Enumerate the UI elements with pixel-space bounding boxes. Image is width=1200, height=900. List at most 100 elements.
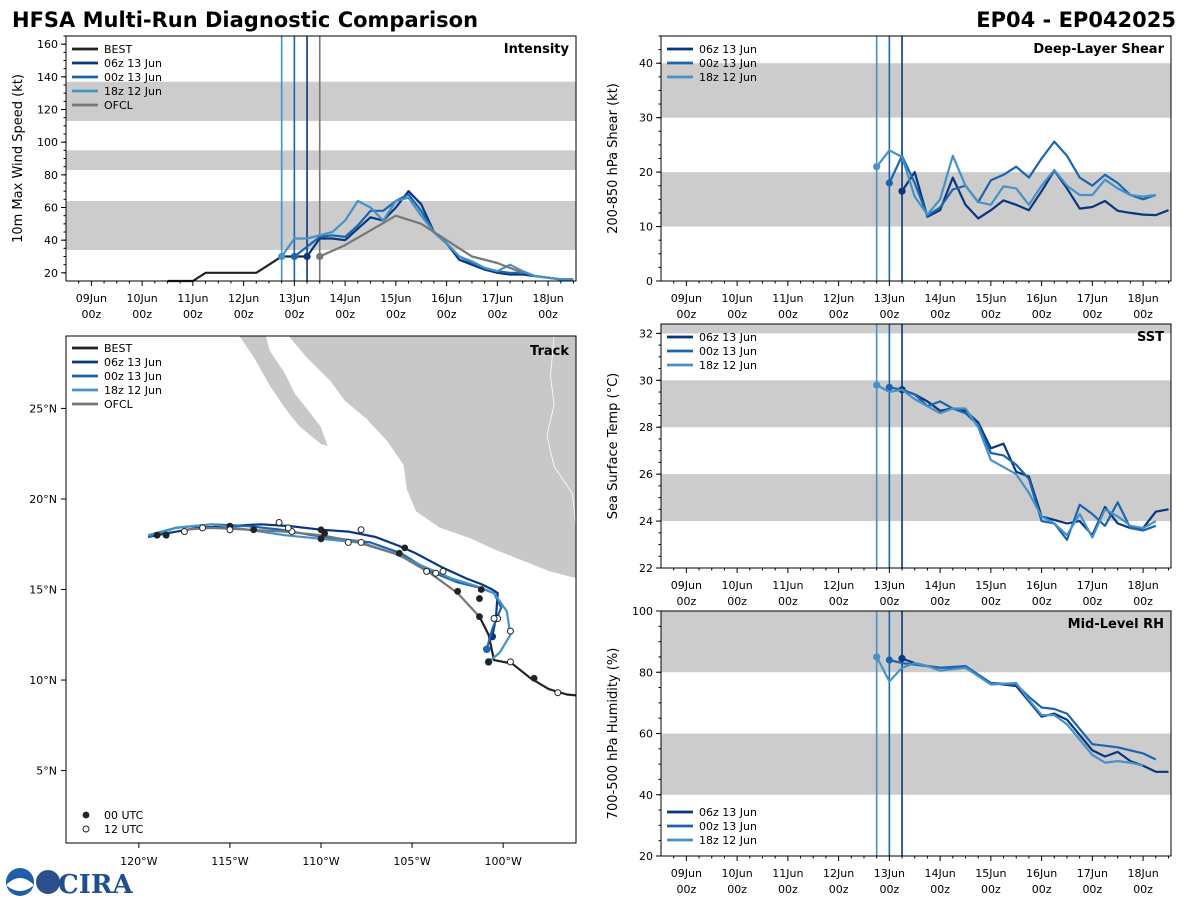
shear-xtick-sublabel: 00z xyxy=(879,308,899,321)
track-point-12utc xyxy=(357,526,365,534)
track-legend-label: 06z 13 Jun xyxy=(104,356,162,369)
intensity-xtick-label: 09Jun xyxy=(76,292,107,305)
intensity-xtick-label: 17Jun xyxy=(482,292,513,305)
shear-panel: 0 10 20 30 40 09Jun 00z 10Jun 00z 11Jun 00z 12Jun 00… xyxy=(606,35,1172,321)
rh-xtick-sublabel: 00z xyxy=(1082,883,1102,896)
rh-panel-title: Mid-Level RH xyxy=(1068,617,1164,632)
shear-xtick-label: 09Jun xyxy=(671,292,702,305)
rh-panel: 20 40 60 80 100 09Jun 00z 10Jun 00z 11Jun 00z 12Jun… xyxy=(606,605,1172,896)
sst-xtick-label: 11Jun xyxy=(772,579,803,592)
intensity-legend-label: 18z 12 Jun xyxy=(104,85,162,98)
track-xtick-label: 115°W xyxy=(211,855,248,868)
intensity-xtick-sublabel: 00z xyxy=(81,308,101,321)
track-point-00utc xyxy=(476,595,483,602)
track-xtick-label: 110°W xyxy=(302,855,339,868)
track-legend-00utc-marker xyxy=(82,811,90,819)
shear-xtick-sublabel: 00z xyxy=(727,308,747,321)
track-legend-00utc-label: 00 UTC xyxy=(104,809,144,822)
sst-legend-label: 18z 12 Jun xyxy=(699,359,757,372)
rh-xtick-sublabel: 00z xyxy=(1032,883,1052,896)
rh-init-point-r06z13 xyxy=(898,654,906,663)
track-point-12utc xyxy=(554,689,562,697)
shear-xtick-label: 14Jun xyxy=(925,292,956,305)
sst-init-point-r18z12 xyxy=(873,381,881,389)
shear-init-point-r18z12 xyxy=(873,163,881,171)
figure-title: HFSA Multi-Run Diagnostic Comparison xyxy=(12,8,478,32)
intensity-xtick-label: 15Jun xyxy=(380,292,411,305)
intensity-xtick-sublabel: 00z xyxy=(335,308,355,321)
shear-init-point-r06z13 xyxy=(898,187,906,195)
track-point-00utc xyxy=(153,531,161,539)
intensity-init-point-r18z12 xyxy=(278,252,286,261)
track-ytick-label: 10°N xyxy=(29,674,57,687)
rh-xtick-label: 11Jun xyxy=(772,867,803,880)
track-legend-label: 18z 12 Jun xyxy=(104,384,162,397)
track-point-00utc xyxy=(250,526,258,534)
rh-legend-label: 18z 12 Jun xyxy=(699,834,757,847)
shear-xtick-label: 17Jun xyxy=(1077,292,1108,305)
cira-logo-text: CIRA xyxy=(58,870,133,900)
intensity-xtick-label: 14Jun xyxy=(330,292,361,305)
rh-xtick-sublabel: 00z xyxy=(778,883,798,896)
shear-ytick-label: 10 xyxy=(639,221,653,234)
track-map-area xyxy=(147,336,589,700)
shear-legend-label: 06z 13 Jun xyxy=(699,43,757,56)
sst-xtick-sublabel: 00z xyxy=(1032,595,1052,608)
track-land-2 xyxy=(546,336,576,527)
shear-series-r06z13 xyxy=(901,169,1169,220)
sst-xtick-sublabel: 00z xyxy=(1133,595,1153,608)
rh-ytick-label: 80 xyxy=(639,666,653,679)
track-point-12utc xyxy=(439,567,447,575)
shear-xtick-sublabel: 00z xyxy=(829,308,849,321)
track-land-0 xyxy=(238,336,329,448)
track-point-12utc xyxy=(284,524,292,532)
track-ytick-label: 15°N xyxy=(29,584,57,597)
rh-init-point-r00z13 xyxy=(885,656,893,664)
shear-ytick-label: 40 xyxy=(639,57,653,70)
shear-xtick-sublabel: 00z xyxy=(1133,308,1153,321)
sst-xtick-label: 18Jun xyxy=(1127,579,1158,592)
shear-legend-label: 00z 13 Jun xyxy=(699,57,757,70)
track-point-00utc xyxy=(395,549,403,557)
intensity-panel: 20 40 60 80 100 120 140 160 09Jun 00z 10Jun 00z 11Ju… xyxy=(11,35,577,321)
sst-xtick-sublabel: 00z xyxy=(879,595,899,608)
sst-ytick-label: 28 xyxy=(639,421,653,434)
track-point-00utc xyxy=(485,658,492,666)
track-ytick-label: 20°N xyxy=(29,493,57,506)
rh-ytick-label: 20 xyxy=(639,850,653,863)
shear-xtick-label: 15Jun xyxy=(975,292,1006,305)
intensity-xtick-label: 13Jun xyxy=(279,292,310,305)
intensity-ytick-label: 140 xyxy=(37,71,58,84)
rh-ytick-label: 40 xyxy=(639,789,653,802)
track-panel-title: Track xyxy=(530,344,569,359)
rh-band-1 xyxy=(661,611,1171,673)
track-point-12utc xyxy=(344,538,352,546)
sst-ytick-label: 22 xyxy=(639,562,653,575)
track-point-00utc xyxy=(582,693,589,700)
intensity-series-r18z12 xyxy=(280,196,574,281)
cira-logo: CIRA xyxy=(6,868,133,900)
track-point-12utc xyxy=(199,524,207,532)
track-point-00utc xyxy=(162,531,170,539)
sst-ytick-label: 24 xyxy=(639,515,653,528)
rh-legend-label: 00z 13 Jun xyxy=(699,820,757,833)
sst-band-0 xyxy=(661,474,1171,522)
shear-xtick-label: 10Jun xyxy=(722,292,753,305)
track-point-12utc xyxy=(490,614,498,622)
rh-series-r18z12 xyxy=(875,656,1144,767)
rh-ylabel: 700-500 hPa Humidity (%) xyxy=(606,648,621,820)
shear-xtick-sublabel: 00z xyxy=(1082,308,1102,321)
sst-band-2 xyxy=(661,324,1171,334)
track-ytick-label: 25°N xyxy=(29,402,57,415)
rh-xtick-label: 12Jun xyxy=(823,867,854,880)
intensity-xtick-label: 11Jun xyxy=(177,292,208,305)
rh-band-0 xyxy=(661,733,1171,795)
rh-xtick-sublabel: 00z xyxy=(676,883,696,896)
track-xtick-label: 105°W xyxy=(393,855,430,868)
shear-xtick-sublabel: 00z xyxy=(930,308,950,321)
sst-legend-label: 00z 13 Jun xyxy=(699,345,757,358)
track-point-12utc xyxy=(432,569,440,577)
sst-series-r18z12 xyxy=(876,384,1157,539)
rh-xtick-label: 09Jun xyxy=(671,867,702,880)
sst-xtick-label: 17Jun xyxy=(1077,579,1108,592)
